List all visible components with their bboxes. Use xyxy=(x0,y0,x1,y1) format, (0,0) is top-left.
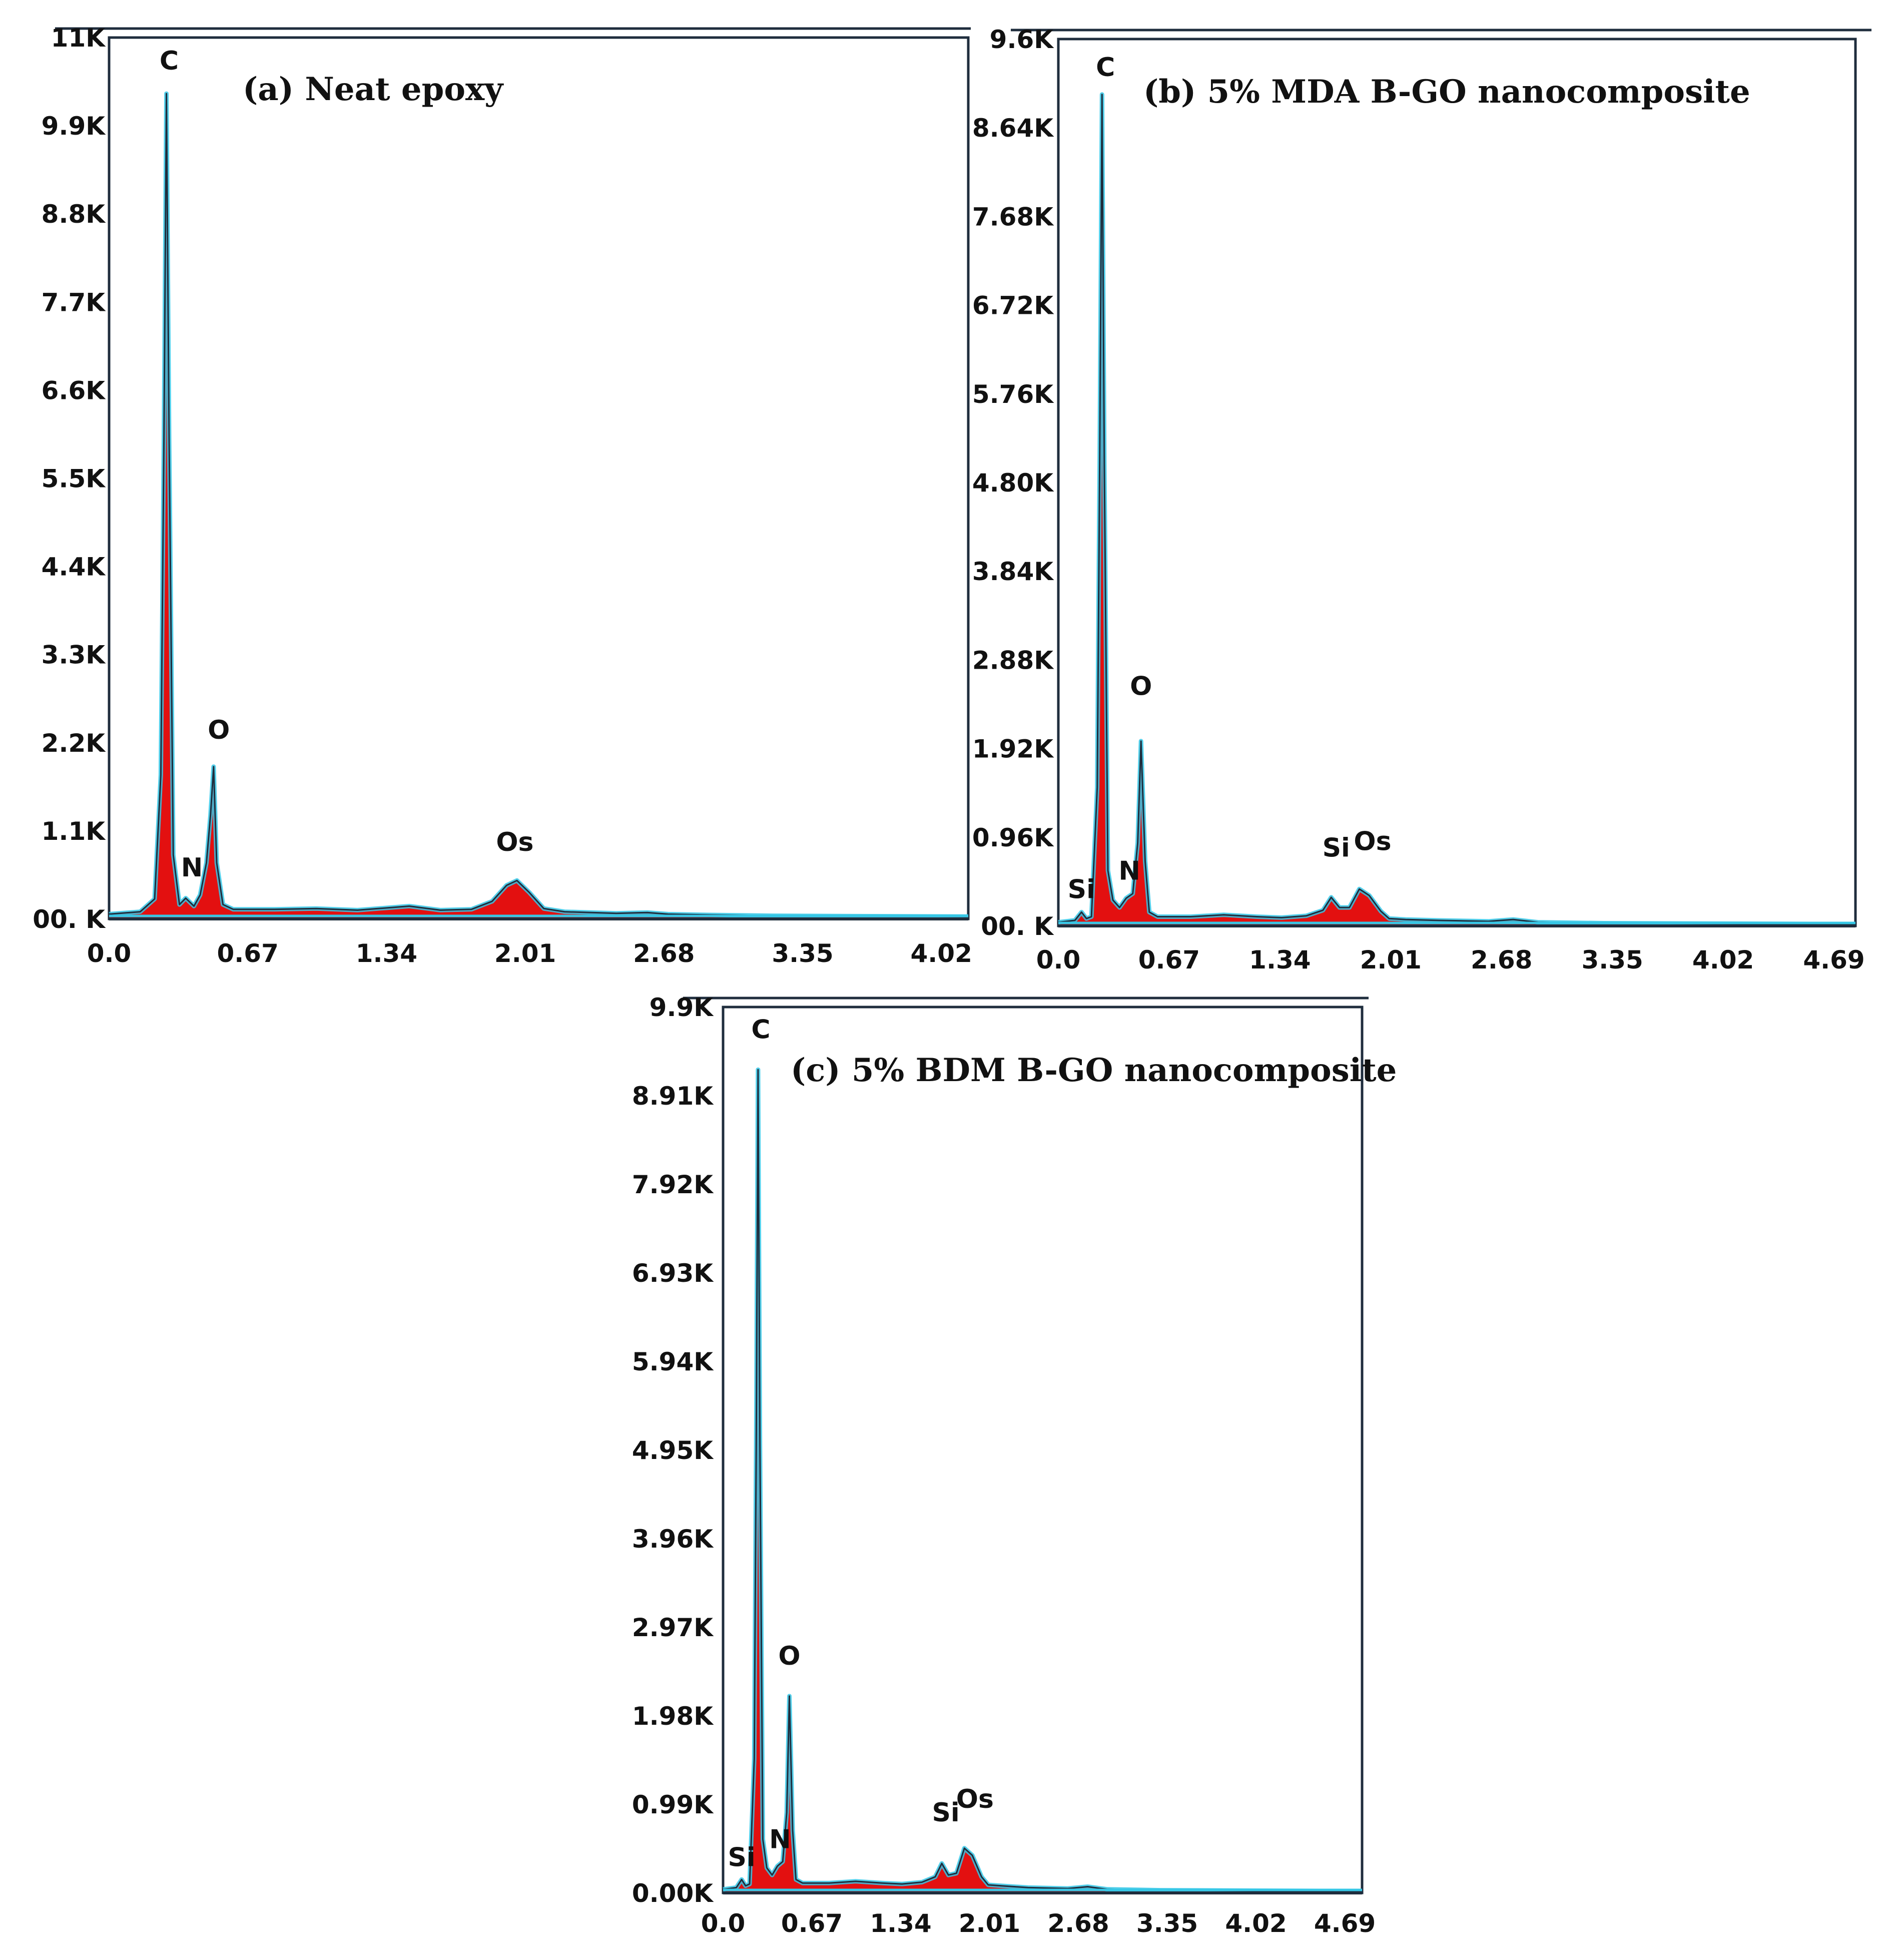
spectrum-halo xyxy=(1058,92,1856,926)
peak-label: Os xyxy=(956,1784,994,1814)
x-tick-label: 1.34 xyxy=(356,939,417,968)
y-tick-label: 6.93K xyxy=(632,1259,714,1288)
peak-label: O xyxy=(1130,672,1152,702)
y-tick-label: 00. K xyxy=(981,912,1054,941)
y-tick-label: 8.8K xyxy=(42,200,107,229)
y-tick-label: 5.94K xyxy=(632,1347,714,1376)
peak-label: Si xyxy=(932,1798,959,1828)
panel-title: (c) 5% BDM B-GO nanocomposite xyxy=(791,1052,1397,1089)
peak-label: Si xyxy=(1068,875,1095,905)
spectrum-area xyxy=(723,1070,1362,1893)
panel-a-neat-epoxy: 00. K 1.1K 2.2K 3.3K 4.4K 5.5K 6.6K 7.7K 8.8K 9.9… xyxy=(33,24,972,968)
plot-frame xyxy=(108,36,970,920)
x-tick-label: 4.69 xyxy=(1314,1909,1376,1938)
x-tick-label: 0.0 xyxy=(701,1909,746,1938)
peak-label: Si xyxy=(1323,833,1350,863)
panel-title: (a) Neat epoxy xyxy=(243,71,504,108)
x-tick-label: 1.34 xyxy=(870,1909,931,1938)
x-tick-label: 0.0 xyxy=(87,939,132,968)
y-tick-label: 6.72K xyxy=(972,291,1054,320)
y-tick-label: 7.92K xyxy=(632,1170,714,1199)
spectrum-outline xyxy=(723,1069,1363,1892)
peak-label: Os xyxy=(496,827,533,857)
x-tick-label: 2.01 xyxy=(494,939,556,968)
y-tick-label: 2.88K xyxy=(972,646,1054,675)
peak-label: N xyxy=(181,853,203,883)
y-tick-label: 5.5K xyxy=(42,464,107,494)
y-tick-label: 9.9K xyxy=(650,993,715,1022)
x-tick-label: 0.67 xyxy=(781,1909,843,1938)
plot-frame xyxy=(722,1006,1364,1894)
x-tick-label: 3.35 xyxy=(1581,945,1643,974)
x-tick-label: 4.02 xyxy=(1225,1909,1287,1938)
peak-label: Si xyxy=(728,1842,755,1872)
peak-label: C xyxy=(751,1015,770,1045)
y-tick-label: 0.96K xyxy=(972,823,1054,852)
y-tick-label: 0.99K xyxy=(632,1790,714,1819)
x-tick-label: 2.01 xyxy=(1360,945,1422,974)
y-tick-label: 7.68K xyxy=(972,202,1054,231)
y-tick-label: 2.2K xyxy=(42,729,107,758)
y-tick-label: 4.95K xyxy=(632,1436,714,1465)
peak-label: O xyxy=(208,715,230,745)
x-tick-label: 4.02 xyxy=(1692,945,1754,974)
y-tick-label: 00. K xyxy=(33,905,106,934)
spectrum-halo xyxy=(723,1067,1363,1893)
x-tick-label: 2.01 xyxy=(959,1909,1020,1938)
y-tick-label: 4.80K xyxy=(972,468,1054,498)
y-tick-label: 3.3K xyxy=(42,641,107,670)
x-tick-label: 0.0 xyxy=(1036,945,1081,974)
y-tick-label: 0.00K xyxy=(632,1879,714,1908)
x-tick-label: 1.34 xyxy=(1249,945,1311,974)
y-tick-label: 2.97K xyxy=(632,1613,714,1642)
y-tick-label: 3.96K xyxy=(632,1525,714,1554)
spectrum-halo xyxy=(109,91,969,919)
x-tick-label: 3.35 xyxy=(1136,1909,1198,1938)
y-tick-label: 7.7K xyxy=(42,288,107,317)
y-tick-label: 6.6K xyxy=(42,376,107,405)
peak-label: C xyxy=(1096,53,1115,83)
y-tick-label: 3.84K xyxy=(972,557,1054,586)
y-tick-label: 1.1K xyxy=(42,817,107,846)
peak-label: C xyxy=(160,46,179,76)
y-tick-label: 9.9K xyxy=(42,112,107,141)
x-tick-label: 4.02 xyxy=(911,939,972,968)
panel-c-bdm-bgo: 0.00K 0.99K 1.98K 2.97K 3.96K 4.95K 5.94K 6.93K… xyxy=(632,993,1397,1938)
x-tick-label: 4.69 xyxy=(1803,945,1864,974)
x-tick-label: 0.67 xyxy=(1138,945,1200,974)
x-tick-label: 0.67 xyxy=(217,939,279,968)
panel-b-mda-bgo: 00. K 0.96K 1.92K 2.88K 3.84K 4.80K 5.76K 6.72K… xyxy=(972,25,1871,974)
plot-frame xyxy=(1057,38,1857,927)
x-tick-label: 2.68 xyxy=(1047,1909,1109,1938)
x-tick-label: 2.68 xyxy=(1471,945,1532,974)
y-tick-label: 8.64K xyxy=(972,114,1054,143)
x-tick-label: 2.68 xyxy=(633,939,695,968)
y-tick-label: 1.98K xyxy=(632,1702,714,1731)
y-tick-label: 9.6K xyxy=(990,25,1055,54)
y-tick-label: 11K xyxy=(51,24,107,53)
spectrum-area xyxy=(1058,94,1855,926)
panel-title: (b) 5% MDA B-GO nanocomposite xyxy=(1143,73,1750,111)
y-tick-label: 4.4K xyxy=(42,553,107,582)
y-tick-label: 5.76K xyxy=(972,380,1054,409)
y-tick-label: 8.91K xyxy=(632,1082,714,1111)
spectrum-outline xyxy=(109,93,969,917)
peak-label: N xyxy=(1118,856,1140,886)
peak-label: Os xyxy=(1354,827,1391,857)
peak-label: O xyxy=(778,1641,800,1671)
spectrum-outline xyxy=(1058,94,1856,925)
x-tick-label: 3.35 xyxy=(772,939,833,968)
y-tick-label: 1.92K xyxy=(972,735,1054,764)
spectrum-area xyxy=(109,94,968,919)
peak-label: N xyxy=(769,1825,791,1855)
